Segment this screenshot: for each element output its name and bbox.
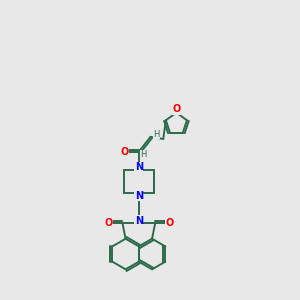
Text: N: N <box>135 216 143 226</box>
Text: O: O <box>172 104 181 115</box>
Text: H: H <box>140 150 147 159</box>
Text: O: O <box>121 147 129 157</box>
Text: N: N <box>135 190 143 201</box>
Text: H: H <box>153 130 160 139</box>
Text: N: N <box>135 162 143 172</box>
Text: O: O <box>104 218 112 228</box>
Text: O: O <box>165 218 174 228</box>
